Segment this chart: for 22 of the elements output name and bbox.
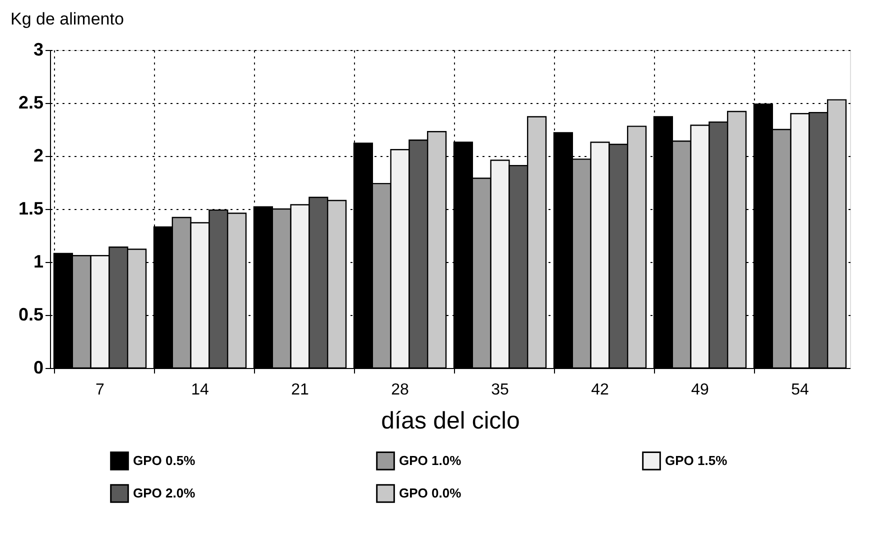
x-tick-label: 35 <box>491 382 509 398</box>
x-tick-label: 21 <box>291 382 309 398</box>
y-tick-label: 2 <box>33 146 44 166</box>
x-tick-label: 28 <box>391 382 409 398</box>
x-tick-label: 42 <box>591 382 609 398</box>
y-tick-label: 0 <box>33 358 44 378</box>
y-tick-label: 2.5 <box>18 92 44 112</box>
y-tick-label: 0.5 <box>18 304 44 324</box>
x-tick-label: 14 <box>191 382 209 398</box>
legend-label: GPO 1.5% <box>665 452 728 468</box>
y-tick-label: 1 <box>33 252 44 272</box>
y-tick-label: 3 <box>33 40 44 60</box>
x-tick-label: 54 <box>791 382 809 398</box>
y-tick-label: 1.5 <box>18 198 44 218</box>
legend-label: GPO 2.0% <box>133 486 196 500</box>
x-tick-label: 7 <box>96 382 105 398</box>
legend-label: GPO 0.0% <box>399 486 462 500</box>
y-axis-title: Kg de alimento <box>10 10 124 28</box>
legend-label: GPO 1.0% <box>399 452 462 468</box>
x-tick-label: 49 <box>691 382 709 398</box>
x-axis-title: días del ciclo <box>381 408 520 434</box>
legend-label: GPO 0.5% <box>133 452 196 468</box>
